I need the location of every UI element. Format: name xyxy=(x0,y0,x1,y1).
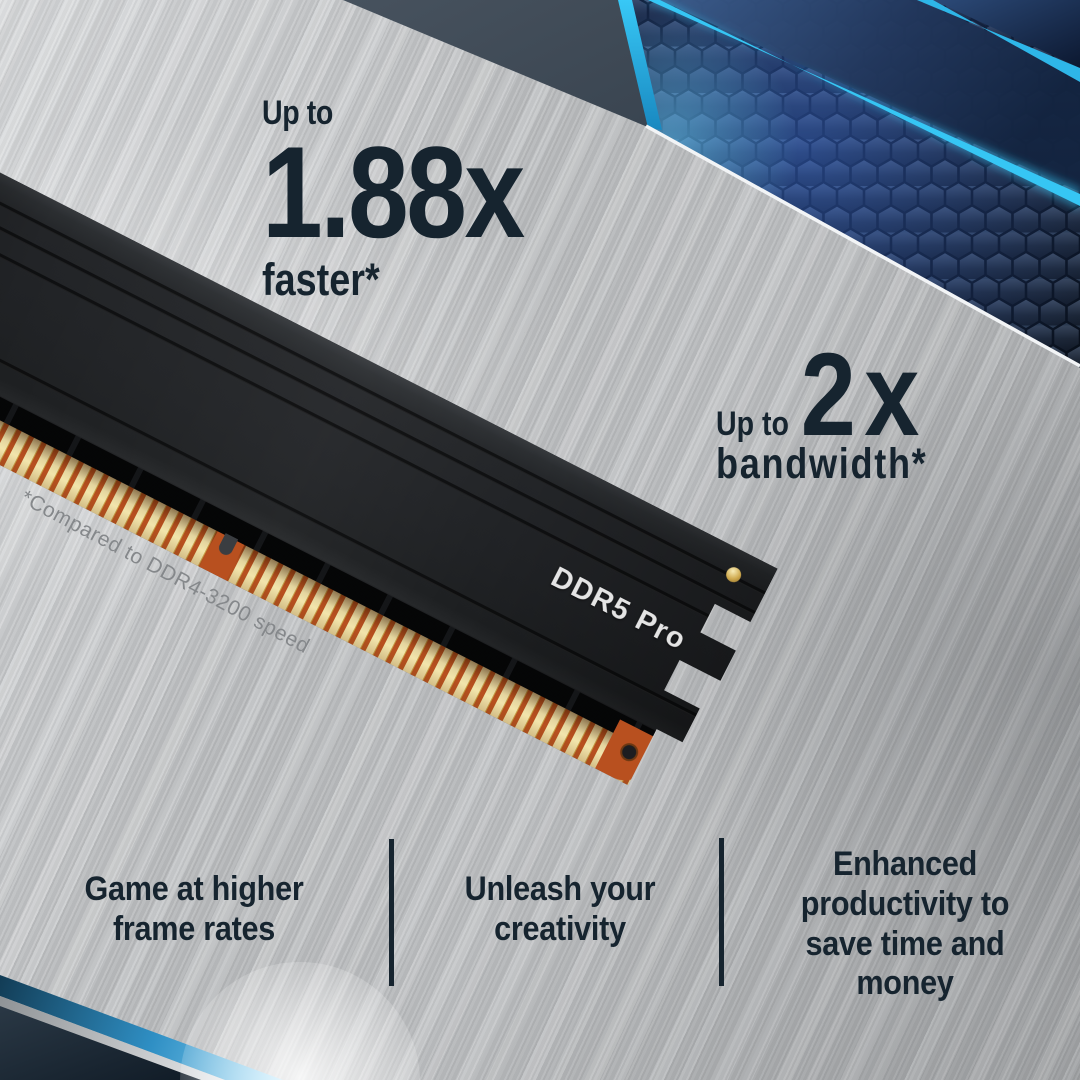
benefit-divider xyxy=(719,838,724,986)
headline-bandwidth-suffix: bandwidth* xyxy=(716,440,928,488)
benefit-productivity: Enhanced productivity to save time and m… xyxy=(800,845,1010,1003)
benefit-divider xyxy=(389,839,394,986)
benefit-gaming: Game at higher frame rates xyxy=(84,870,304,948)
headline-speed-prefix: Up to xyxy=(262,94,333,132)
headline-bandwidth-prefix: Up to xyxy=(716,405,789,443)
benefit-creativity: Unleash your creativity xyxy=(464,870,656,948)
